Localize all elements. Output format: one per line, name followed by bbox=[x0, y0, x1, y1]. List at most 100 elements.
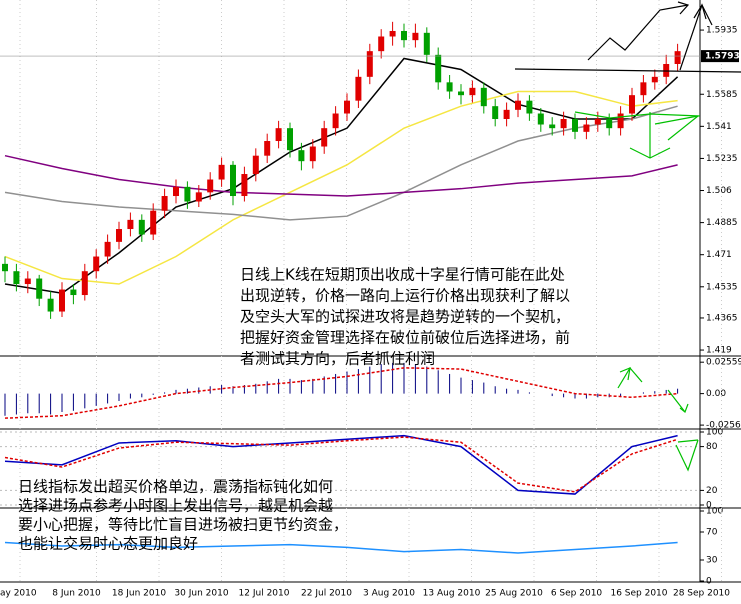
last-price-label: 1.5793 bbox=[705, 52, 740, 62]
date-label: 12 Jul 2010 bbox=[239, 589, 290, 599]
moving-average bbox=[4, 90, 678, 285]
y-tick-label: 1.5585 bbox=[706, 90, 738, 100]
annotation: 把握好资金管理选择在破位前破位后选择进场，前 bbox=[240, 329, 570, 347]
candle-body bbox=[298, 150, 305, 162]
y-tick-label: -0.02564 bbox=[706, 421, 741, 431]
date-label: 13 Aug 2010 bbox=[423, 589, 481, 599]
rsi-line bbox=[4, 541, 678, 554]
candle-body bbox=[549, 124, 556, 129]
annotation: 及空头大军的试探进攻将是趋势逆转的一个契机， bbox=[240, 308, 570, 326]
candle-body bbox=[321, 128, 328, 147]
annotation: 日线上K线在短期顶出收成十字星行情可能在此处 bbox=[240, 266, 565, 284]
candle-body bbox=[241, 174, 248, 197]
date-label: 30 Jun 2010 bbox=[174, 589, 228, 599]
date-label: 6 Sep 2010 bbox=[551, 589, 603, 599]
y-tick-label: 0 bbox=[706, 501, 712, 511]
moving-average bbox=[4, 154, 678, 197]
candle-body bbox=[526, 100, 533, 114]
date-label: 18 Jun 2010 bbox=[112, 589, 166, 599]
y-tick-label: 1.506 bbox=[706, 186, 732, 196]
candle-body bbox=[47, 298, 54, 312]
y-tick-label: 1.4365 bbox=[706, 313, 738, 323]
candle-body bbox=[138, 219, 145, 235]
candle-body bbox=[594, 119, 601, 125]
y-tick-label: 70 bbox=[706, 528, 718, 538]
candle-body bbox=[59, 289, 65, 312]
y-tick-label: 100 bbox=[706, 428, 723, 438]
annotation: 也能让交易时心态更加良好 bbox=[18, 535, 198, 553]
candle-body bbox=[469, 87, 476, 96]
candle-body bbox=[629, 95, 635, 114]
candle-body bbox=[344, 100, 350, 114]
last-price-box bbox=[701, 50, 739, 63]
y-tick-label: 1.471 bbox=[706, 250, 732, 260]
candle-body bbox=[127, 219, 134, 230]
candle-body bbox=[458, 91, 464, 96]
candle-body bbox=[230, 164, 236, 197]
y-tick-label: 20 bbox=[706, 486, 718, 496]
candle-body bbox=[606, 119, 613, 129]
candle-body bbox=[480, 87, 487, 107]
annotation: 选择进场点参考小时图上发出信号，越是机会越 bbox=[18, 497, 333, 515]
candle-body bbox=[13, 271, 20, 285]
frame bbox=[0, 0, 741, 583]
annotation: 日线指标发出超买价格单边，震荡指标钝化如何 bbox=[18, 478, 333, 496]
candle-body bbox=[252, 155, 259, 175]
date-label: 28 Sep 2010 bbox=[673, 589, 730, 599]
hand-drawings bbox=[514, 1, 741, 73]
y-tick-label: 1.419 bbox=[706, 346, 732, 356]
candle-body bbox=[287, 128, 293, 151]
candle-body bbox=[81, 271, 88, 296]
candle-body bbox=[423, 32, 430, 55]
date-label: ay 2010 bbox=[0, 589, 37, 599]
y-tick-label: 1.5235 bbox=[706, 154, 738, 164]
candle-body bbox=[93, 256, 100, 272]
date-label: 25 Aug 2010 bbox=[485, 589, 543, 599]
candle-body bbox=[173, 186, 179, 197]
candle-body bbox=[309, 146, 316, 162]
candle-body bbox=[560, 119, 567, 129]
date-label: 8 Jun 2010 bbox=[52, 589, 101, 599]
candle-body bbox=[150, 210, 157, 235]
date-label: 3 Aug 2010 bbox=[363, 589, 415, 599]
y-tick-label: 80 bbox=[706, 442, 718, 452]
macd-signal bbox=[4, 367, 678, 419]
y-tick-label: 100 bbox=[706, 507, 723, 517]
stoch-line bbox=[4, 436, 678, 493]
candle-body bbox=[617, 113, 624, 129]
candle-body bbox=[537, 113, 544, 125]
candle-body bbox=[264, 141, 271, 156]
y-tick-label: 0.00 bbox=[706, 389, 726, 399]
candle-body bbox=[572, 119, 578, 132]
candle-body bbox=[366, 51, 373, 77]
candle-body bbox=[378, 36, 385, 52]
date-label: 16 Sep 2010 bbox=[610, 589, 667, 599]
candle-body bbox=[446, 82, 453, 92]
y-tick-label: 1.5935 bbox=[706, 26, 738, 36]
candle-body bbox=[503, 109, 510, 120]
candle-body bbox=[412, 32, 419, 41]
annotation: 要小心把握，等待比忙盲目进场被扫更节约资金， bbox=[18, 516, 348, 534]
candle-body bbox=[218, 164, 225, 180]
y-tick-label: 1.4885 bbox=[706, 218, 738, 228]
candle-body bbox=[389, 30, 396, 37]
candle-body bbox=[70, 289, 77, 296]
candle-body bbox=[104, 241, 111, 257]
candle-body bbox=[435, 54, 442, 83]
candle-body bbox=[36, 278, 43, 299]
y-tick-label: 0 bbox=[706, 577, 712, 587]
candle-body bbox=[651, 76, 658, 83]
candle-body bbox=[674, 51, 681, 64]
candle-body bbox=[401, 30, 407, 41]
candle-body bbox=[515, 100, 521, 110]
y-tick-label: 0.02559 bbox=[706, 358, 741, 368]
candle-body bbox=[332, 113, 339, 129]
candle-body bbox=[24, 278, 31, 285]
y-tick-label: 1.4535 bbox=[706, 282, 738, 292]
annotation: 者测试其方向，后者抓住利润 bbox=[240, 350, 435, 368]
candle-body bbox=[275, 128, 282, 142]
candle-body bbox=[583, 124, 590, 132]
